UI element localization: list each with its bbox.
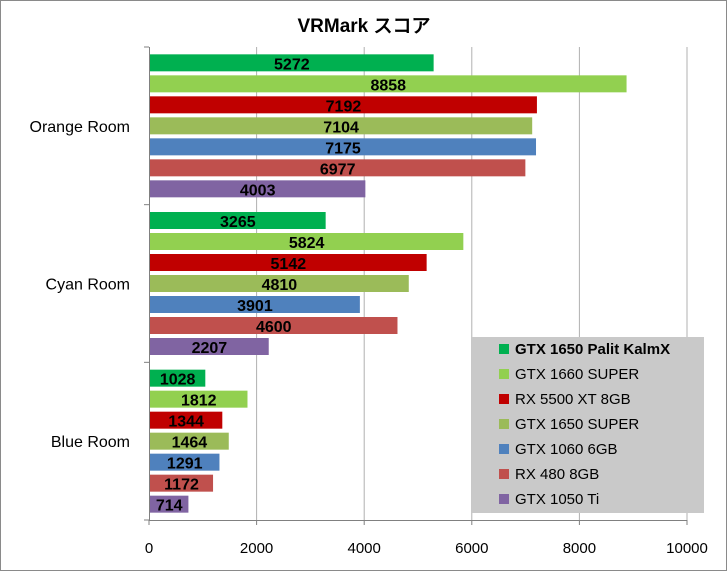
data-label: 5142 <box>271 256 307 273</box>
legend-label: GTX 1660 SUPER <box>515 366 639 383</box>
data-label: 1291 <box>167 456 203 473</box>
bar <box>150 453 220 471</box>
x-tick-label: 10000 <box>666 540 708 557</box>
data-label: 1464 <box>172 435 208 452</box>
legend-swatch <box>499 444 509 454</box>
data-label: 7175 <box>325 140 361 157</box>
data-label: 1344 <box>168 414 204 431</box>
legend-label: GTX 1650 SUPER <box>515 416 639 433</box>
data-label: 7192 <box>326 98 362 115</box>
bar <box>150 212 326 229</box>
data-label: 1172 <box>164 477 199 494</box>
axes: 0 2000 4000 6000 8000 10000 Orange Room Cyan Ro… <box>30 46 708 557</box>
legend-label: RX 480 8GB <box>515 466 599 483</box>
data-label: 8858 <box>370 77 406 94</box>
bar <box>150 411 223 429</box>
data-label: 6977 <box>320 161 356 178</box>
data-label: 3265 <box>220 214 256 231</box>
bar <box>150 117 533 135</box>
bar <box>150 138 537 156</box>
legend: GTX 1650 Palit KalmX GTX 1660 SUPER RX 550… <box>472 337 704 513</box>
bar <box>150 369 206 387</box>
bar <box>150 338 269 355</box>
legend-swatch <box>499 369 509 379</box>
legend-label: GTX 1060 6GB <box>515 441 618 458</box>
x-tick-label: 6000 <box>455 540 488 557</box>
bar <box>150 54 434 72</box>
bar <box>150 317 398 334</box>
category-label: Blue Room <box>51 434 130 451</box>
legend-swatch <box>499 394 509 404</box>
legend-label: RX 5500 XT 8GB <box>515 391 631 408</box>
data-label: 1812 <box>181 393 217 410</box>
data-label: 4810 <box>262 277 298 294</box>
x-tick-label: 0 <box>145 540 153 557</box>
data-label: 5824 <box>289 235 325 252</box>
chart-title: VRMark スコア <box>297 16 430 37</box>
bar <box>150 254 427 271</box>
data-label: 5272 <box>274 56 310 73</box>
data-label: 3901 <box>237 298 273 315</box>
bar <box>150 474 214 492</box>
legend-swatch <box>499 469 509 479</box>
legend-label: GTX 1650 Palit KalmX <box>515 341 670 358</box>
bar <box>150 180 366 198</box>
bar <box>150 296 360 313</box>
bar <box>150 159 526 177</box>
bar <box>150 275 409 292</box>
data-label: 7104 <box>323 119 359 136</box>
category-label: Cyan Room <box>46 277 130 294</box>
legend-swatch <box>499 344 509 354</box>
legend-swatch <box>499 494 509 504</box>
bar <box>150 233 464 250</box>
legend-swatch <box>499 419 509 429</box>
data-label: 714 <box>156 498 183 515</box>
legend-label: GTX 1050 Ti <box>515 491 599 508</box>
data-label: 4600 <box>256 319 292 336</box>
x-tick-label: 2000 <box>240 540 273 557</box>
data-label: 2207 <box>192 340 228 357</box>
bar <box>150 75 627 93</box>
category-label: Orange Room <box>30 119 131 136</box>
bar <box>150 495 189 513</box>
data-label: 4003 <box>240 182 276 199</box>
bar <box>150 390 248 408</box>
legend-box <box>472 337 704 513</box>
bar <box>150 96 537 114</box>
x-tick-label: 8000 <box>563 540 596 557</box>
x-tick-label: 4000 <box>348 540 381 557</box>
bar <box>150 432 229 450</box>
data-label: 1028 <box>160 372 196 389</box>
bars: 5272 8858 7192 7104 7175 6977 4003 3265 5824 5142… <box>150 54 627 515</box>
